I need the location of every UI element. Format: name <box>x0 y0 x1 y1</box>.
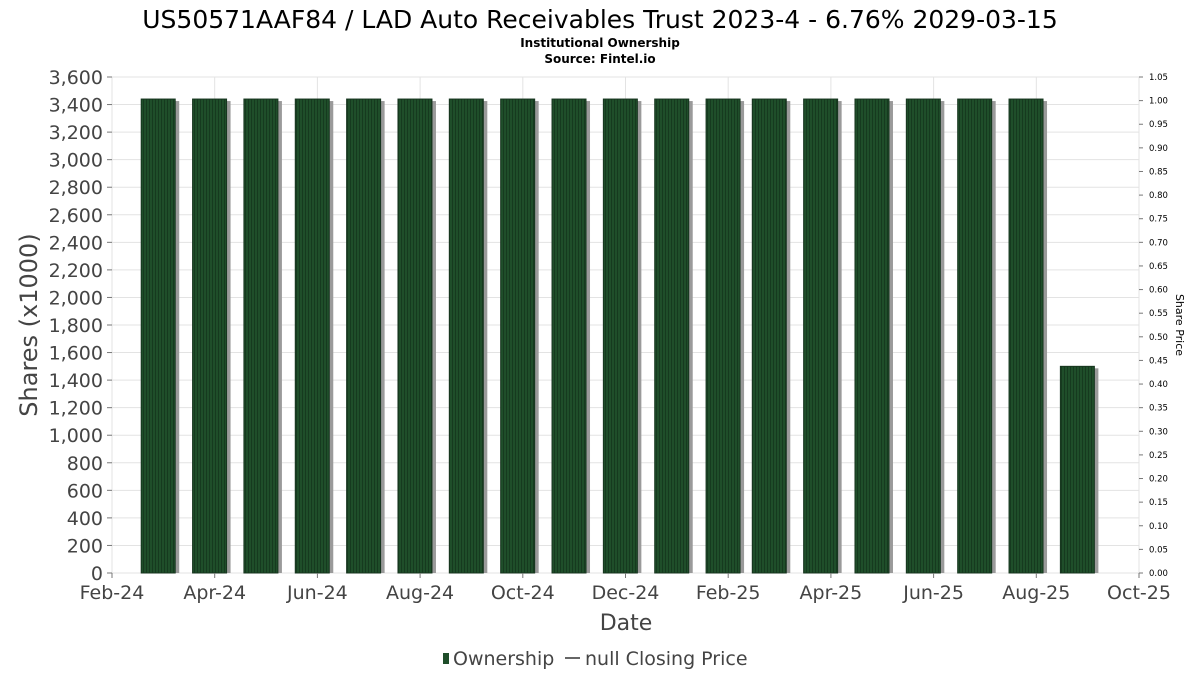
y-tick-label: 2,600 <box>49 205 103 227</box>
y2-tick-label: 0.55 <box>1149 309 1168 319</box>
ownership-bar <box>705 98 741 574</box>
legend-price-label: null Closing Price <box>585 648 748 670</box>
ownership-bar <box>346 98 382 574</box>
ownership-bar <box>1059 365 1095 574</box>
ownership-bar <box>500 98 536 574</box>
ownership-bar <box>602 98 638 574</box>
y-tick-label: 2,800 <box>49 177 103 199</box>
y2-tick-label: 0.15 <box>1149 498 1168 508</box>
y2-tick-label: 1.05 <box>1149 73 1168 83</box>
x-tick-label: Aug-25 <box>1002 582 1070 604</box>
y-tick-label: 600 <box>67 480 103 502</box>
x-tick-label: Oct-24 <box>491 582 555 604</box>
chart-subtitle-line-1: Institutional Ownership <box>520 36 680 50</box>
y2-tick-label: 0.05 <box>1149 545 1168 555</box>
y2-tick-label: 0.30 <box>1149 427 1168 437</box>
ownership-bar <box>243 98 279 574</box>
y2-tick-label: 0.95 <box>1149 120 1168 130</box>
x-tick-label: Apr-25 <box>800 582 863 604</box>
y-tick-label: 1,200 <box>49 398 103 420</box>
ownership-bar <box>854 98 890 574</box>
ownership-bar <box>957 98 993 574</box>
y-tick-label: 3,200 <box>49 122 103 144</box>
ownership-bar <box>1008 98 1044 574</box>
ownership-bar <box>140 98 176 574</box>
y-tick-label: 800 <box>67 453 103 475</box>
y2-tick-label: 0.35 <box>1149 404 1168 414</box>
y2-tick-label: 0.75 <box>1149 215 1168 225</box>
y2-tick-label: 0.90 <box>1149 144 1168 154</box>
x-tick-label: Aug-24 <box>386 582 454 604</box>
y-axis-title: Shares (x1000) <box>15 233 43 416</box>
chart-title: US50571AAF84 / LAD Auto Receivables Trus… <box>142 5 1058 34</box>
axes: 0 200 400 600 800 1,000 1,200 1,400 1,600 1,800 2,… <box>49 67 1171 604</box>
x-tick-label: Apr-24 <box>183 582 246 604</box>
y2-tick-label: 0.10 <box>1149 522 1168 532</box>
ownership-bar <box>654 98 690 574</box>
y-tick-label: 1,000 <box>49 425 103 447</box>
ownership-bar <box>803 98 839 574</box>
y-tick-label: 400 <box>67 508 103 530</box>
ownership-bar <box>448 98 484 574</box>
legend-ownership-label: Ownership <box>453 648 554 670</box>
y-tick-label: 1,800 <box>49 315 103 337</box>
y2-tick-label: 0.65 <box>1149 262 1168 272</box>
ownership-bar <box>294 98 330 574</box>
y2-tick-label: 0.85 <box>1149 167 1168 177</box>
y2-tick-label: 0.40 <box>1149 380 1168 390</box>
y-tick-label: 1,600 <box>49 343 103 365</box>
ownership-bar <box>192 98 228 574</box>
x-tick-label: Oct-25 <box>1107 582 1171 604</box>
y-tick-label: 200 <box>67 535 103 557</box>
y2-tick-label: 0.00 <box>1149 569 1168 579</box>
ownership-bar <box>397 98 433 574</box>
chart-subtitle-line-2: Source: Fintel.io <box>544 52 655 66</box>
ownership-bar <box>905 98 941 574</box>
y2-tick-label: 0.50 <box>1149 333 1168 343</box>
x-axis-title: Date <box>600 611 653 636</box>
x-tick-label: Jun-25 <box>902 582 964 604</box>
ownership-bar <box>751 98 787 574</box>
ownership-bar <box>551 98 587 574</box>
y2-tick-label: 1.00 <box>1149 97 1168 107</box>
y-tick-label: 2,200 <box>49 260 103 282</box>
x-tick-label: Feb-24 <box>80 582 145 604</box>
y-tick-label: 0 <box>91 563 103 585</box>
y2-tick-label: 0.20 <box>1149 475 1168 485</box>
y-tick-label: 1,400 <box>49 370 103 392</box>
legend-ownership-swatch <box>443 653 449 664</box>
x-tick-label: Feb-25 <box>696 582 761 604</box>
y-tick-label: 2,400 <box>49 232 103 254</box>
y2-tick-label: 0.80 <box>1149 191 1168 201</box>
y2-tick-label: 0.70 <box>1149 238 1168 248</box>
x-tick-label: Jun-24 <box>286 582 348 604</box>
y-tick-label: 3,400 <box>49 95 103 117</box>
y2-tick-label: 0.60 <box>1149 286 1168 296</box>
y2-axis-title: Share Price <box>1173 294 1186 356</box>
y-tick-label: 3,600 <box>49 67 103 89</box>
x-tick-label: Dec-24 <box>592 582 660 604</box>
y2-tick-label: 0.25 <box>1149 451 1168 461</box>
legend: Ownership null Closing Price <box>443 648 748 670</box>
y-tick-label: 2,000 <box>49 287 103 309</box>
bars <box>140 98 1099 574</box>
y2-tick-label: 0.45 <box>1149 356 1168 366</box>
y-tick-label: 3,000 <box>49 150 103 172</box>
